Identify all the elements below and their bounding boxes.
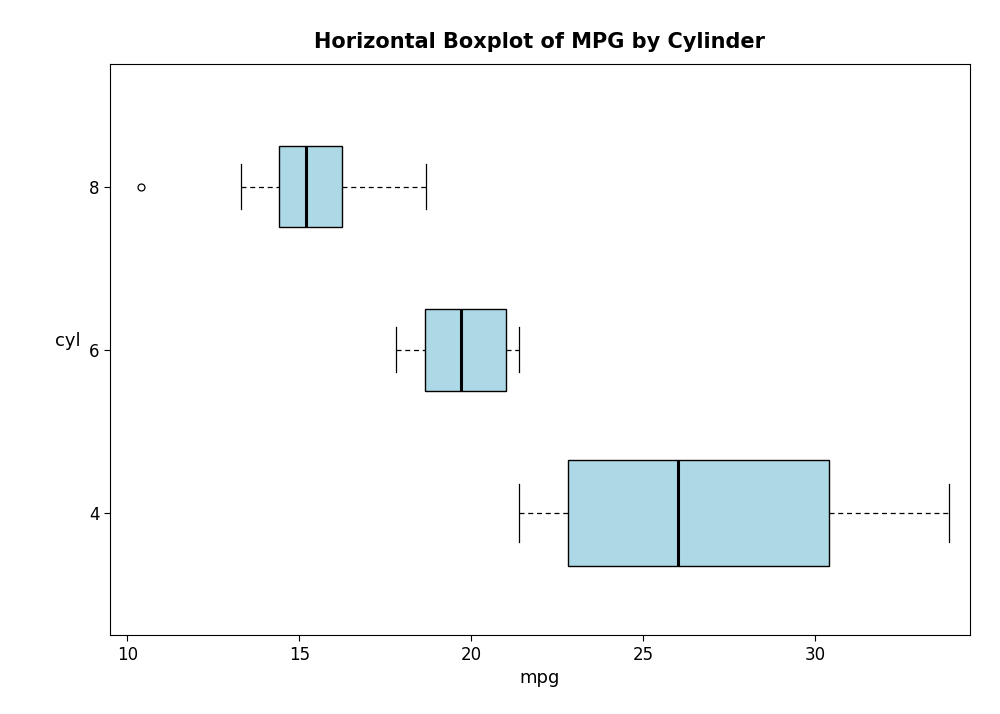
Title: Horizontal Boxplot of MPG by Cylinder: Horizontal Boxplot of MPG by Cylinder [314, 31, 766, 51]
Bar [279, 146, 342, 228]
Bar [425, 309, 506, 391]
Y-axis label: cyl: cyl [55, 332, 81, 350]
X-axis label: mpg: mpg [520, 670, 560, 688]
Bar [568, 460, 829, 566]
